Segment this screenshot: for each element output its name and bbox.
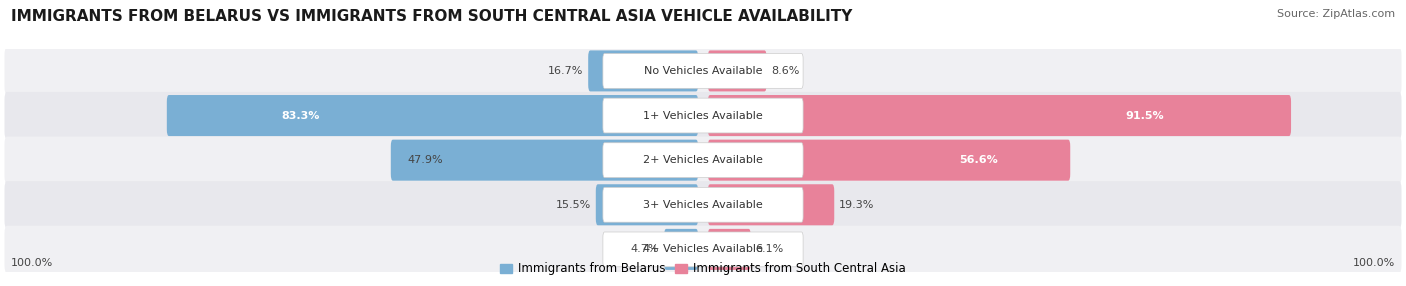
- Text: No Vehicles Available: No Vehicles Available: [644, 66, 762, 76]
- Legend: Immigrants from Belarus, Immigrants from South Central Asia: Immigrants from Belarus, Immigrants from…: [496, 258, 910, 280]
- FancyBboxPatch shape: [4, 226, 1402, 273]
- FancyBboxPatch shape: [709, 140, 1070, 181]
- Text: 2+ Vehicles Available: 2+ Vehicles Available: [643, 155, 763, 165]
- FancyBboxPatch shape: [603, 187, 803, 222]
- Text: 4+ Vehicles Available: 4+ Vehicles Available: [643, 245, 763, 254]
- FancyBboxPatch shape: [603, 232, 803, 267]
- FancyBboxPatch shape: [167, 95, 697, 136]
- Text: 16.7%: 16.7%: [548, 66, 583, 76]
- FancyBboxPatch shape: [664, 229, 697, 270]
- Text: 4.7%: 4.7%: [631, 245, 659, 254]
- FancyBboxPatch shape: [603, 98, 803, 133]
- FancyBboxPatch shape: [391, 140, 699, 181]
- Text: 83.3%: 83.3%: [281, 111, 321, 120]
- FancyBboxPatch shape: [709, 229, 751, 270]
- FancyBboxPatch shape: [4, 92, 1402, 139]
- FancyBboxPatch shape: [709, 184, 834, 225]
- Text: 100.0%: 100.0%: [11, 258, 53, 268]
- FancyBboxPatch shape: [4, 136, 1402, 184]
- FancyBboxPatch shape: [709, 50, 766, 92]
- Text: 15.5%: 15.5%: [555, 200, 591, 210]
- FancyBboxPatch shape: [588, 50, 697, 92]
- FancyBboxPatch shape: [596, 184, 697, 225]
- Text: 19.3%: 19.3%: [839, 200, 875, 210]
- FancyBboxPatch shape: [4, 181, 1402, 229]
- FancyBboxPatch shape: [4, 47, 1402, 95]
- Text: 1+ Vehicles Available: 1+ Vehicles Available: [643, 111, 763, 120]
- FancyBboxPatch shape: [709, 95, 1291, 136]
- Text: 100.0%: 100.0%: [1353, 258, 1395, 268]
- FancyBboxPatch shape: [603, 143, 803, 178]
- FancyBboxPatch shape: [603, 53, 803, 88]
- Text: 91.5%: 91.5%: [1125, 111, 1164, 120]
- Text: 47.9%: 47.9%: [406, 155, 443, 165]
- Text: Source: ZipAtlas.com: Source: ZipAtlas.com: [1277, 9, 1395, 19]
- Text: 3+ Vehicles Available: 3+ Vehicles Available: [643, 200, 763, 210]
- Text: IMMIGRANTS FROM BELARUS VS IMMIGRANTS FROM SOUTH CENTRAL ASIA VEHICLE AVAILABILI: IMMIGRANTS FROM BELARUS VS IMMIGRANTS FR…: [11, 9, 852, 23]
- Text: 6.1%: 6.1%: [755, 245, 785, 254]
- Text: 56.6%: 56.6%: [959, 155, 998, 165]
- Text: 8.6%: 8.6%: [772, 66, 800, 76]
